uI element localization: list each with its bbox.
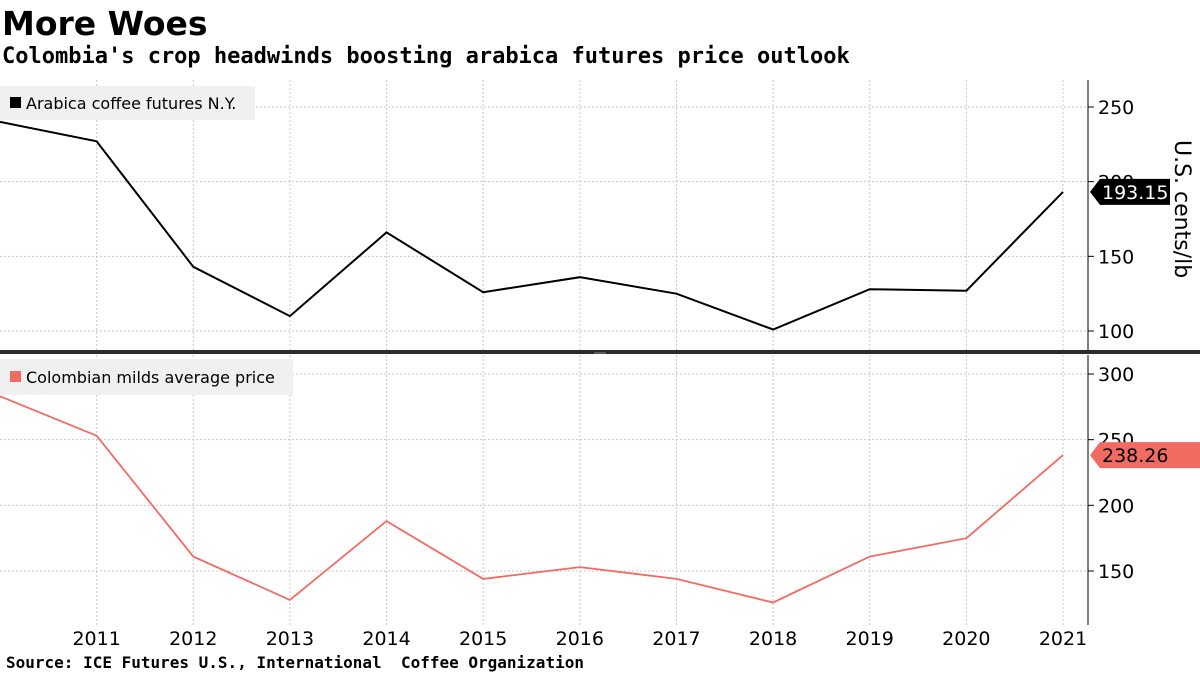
x-tick-label: 2020 bbox=[942, 628, 990, 650]
y-axis-title: U.S. cents/lb bbox=[1169, 140, 1194, 278]
y-tick-label: 100 bbox=[1098, 321, 1134, 343]
legend-label: Colombian milds average price bbox=[26, 368, 275, 387]
y-tick-label: 150 bbox=[1098, 246, 1134, 268]
y-tick-label: 200 bbox=[1098, 495, 1134, 517]
panel-divider bbox=[0, 350, 1200, 354]
x-tick-label: 2011 bbox=[72, 628, 120, 650]
x-tick-label: 2021 bbox=[1039, 628, 1087, 650]
chart-title: More Woes bbox=[2, 4, 208, 43]
series-line bbox=[0, 395, 1064, 604]
last-value-label: 238.26 bbox=[1102, 445, 1168, 467]
legend-box bbox=[0, 359, 293, 395]
y-tick-label: 150 bbox=[1098, 561, 1134, 583]
legend-swatch bbox=[10, 371, 21, 382]
x-tick-label: 2018 bbox=[749, 628, 797, 650]
last-value-label: 193.15 bbox=[1102, 182, 1168, 204]
source-note: Source: ICE Futures U.S., International … bbox=[6, 653, 584, 672]
x-tick-label: 2012 bbox=[169, 628, 217, 650]
chart-subtitle: Colombia's crop headwinds boosting arabi… bbox=[2, 44, 850, 69]
x-tick-label: 2013 bbox=[266, 628, 314, 650]
legend-box bbox=[0, 86, 255, 120]
x-tick-label: 2016 bbox=[556, 628, 604, 650]
x-tick-label: 2014 bbox=[362, 628, 410, 650]
legend-label: Arabica coffee futures N.Y. bbox=[26, 94, 236, 113]
y-tick-label: 300 bbox=[1098, 364, 1134, 386]
last-value-tag bbox=[1090, 442, 1200, 469]
legend-swatch bbox=[10, 97, 21, 108]
last-value-tag bbox=[1090, 178, 1170, 205]
x-tick-label: 2017 bbox=[652, 628, 700, 650]
y-tick-label: 250 bbox=[1098, 97, 1134, 119]
x-tick-label: 2015 bbox=[459, 628, 507, 650]
series-line bbox=[0, 120, 1064, 331]
x-tick-label: 2019 bbox=[846, 628, 894, 650]
